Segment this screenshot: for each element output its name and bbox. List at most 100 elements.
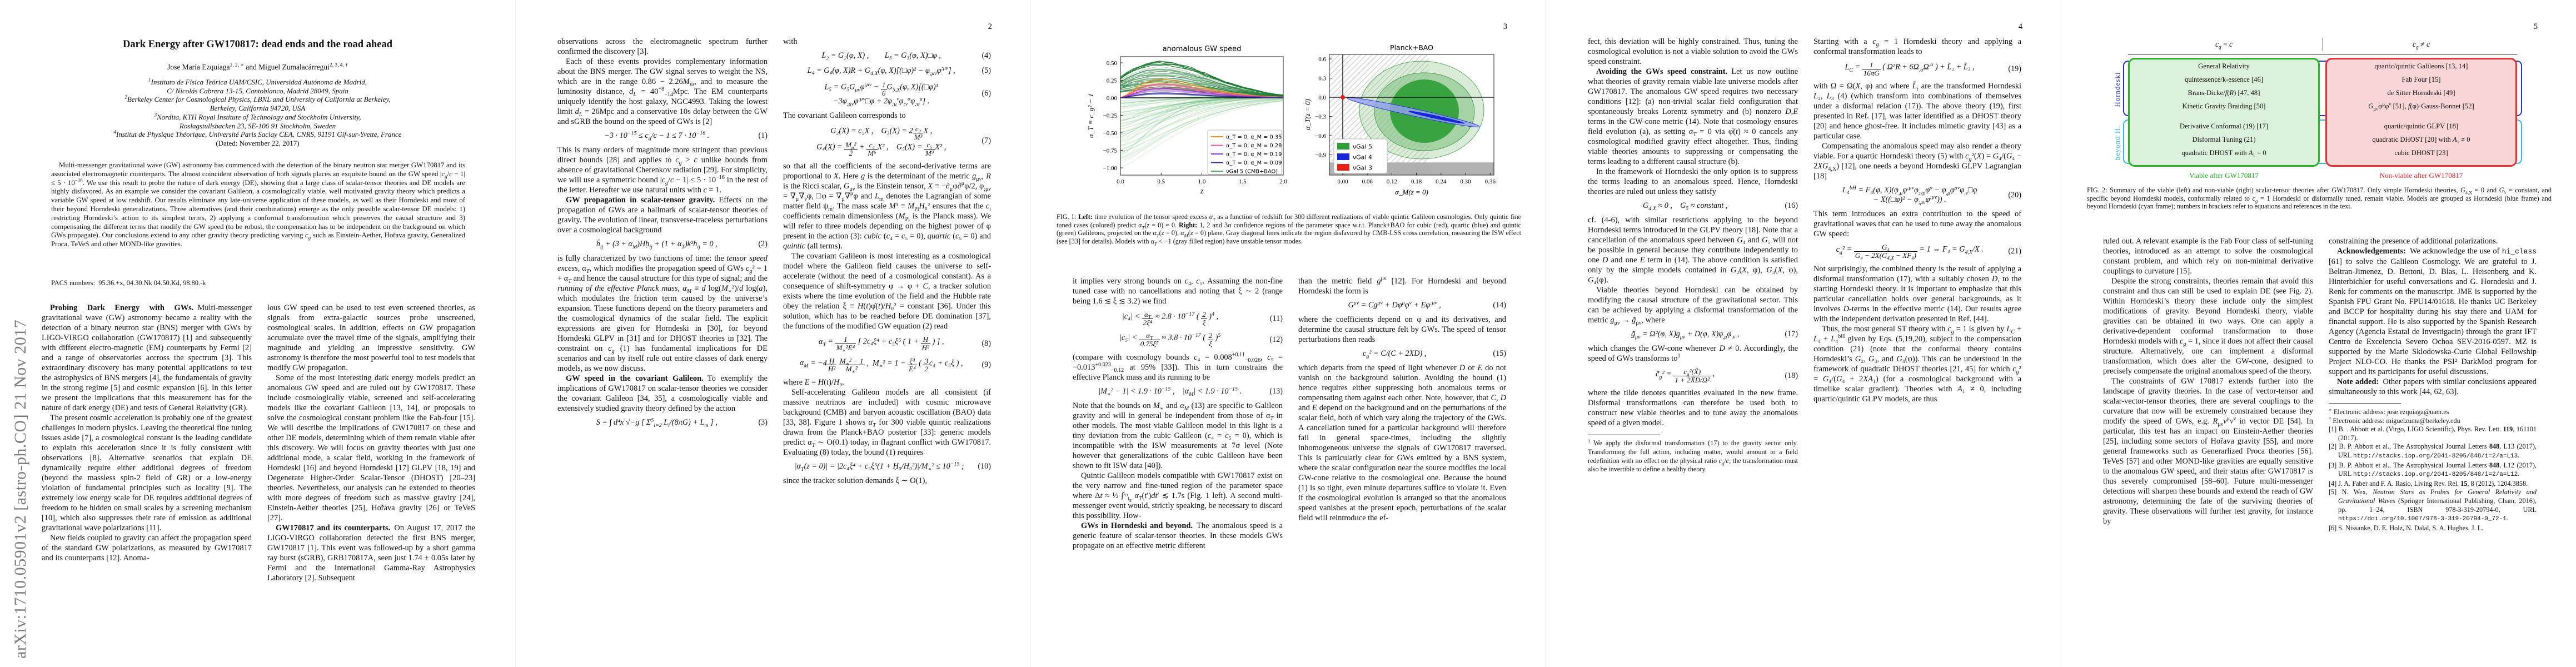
equation-body: |αT(z = 0)| = |2c₄ξ⁴ + c₅ξ⁵(1 + Ḥ₀/H₀²)|… bbox=[794, 461, 964, 472]
fig2-cell-entry: Disformal Tuning (21) bbox=[2192, 136, 2256, 143]
paragraph: Viable theories beyond Horndeski can be … bbox=[1588, 286, 1798, 326]
fig2-beyond-frame bbox=[2123, 120, 2522, 164]
page-3: 3 0.50 0.25 0.00 −0.25 −0.50 −0.75 −1.00 0.0 0.5… bbox=[1030, 0, 1546, 667]
paragraph: Quintic Galileon models compatible with … bbox=[1073, 471, 1283, 520]
abstract: Multi-messenger gravitational wave (GW) … bbox=[51, 161, 466, 248]
equation-body: αM = −4 Ḥ H² M∗² − 1 M∗² , M∗² = 1 − ξ⁴ E⁴ (… bbox=[799, 356, 963, 375]
equation-body: L₅ = G₅Gμνφ;μν − 1 6 G5,X(φ, X)[(□φ)³ −3φ;μ… bbox=[824, 81, 939, 108]
fig2-diagram: cg = c cg ≠ c General Relativity quintessen… bbox=[2103, 34, 2537, 183]
equation-number: (6) bbox=[981, 89, 991, 98]
paragraph: The covariant Galileon corresponds to bbox=[783, 111, 906, 121]
equation: c̃g² = cg²(X̃) 1 + 2X̃D/Ω² , (18) bbox=[1588, 367, 1798, 385]
footnote: ∗ Electronic address: jose.ezquiaga@uam.… bbox=[2329, 406, 2449, 416]
equation-number: (14) bbox=[1493, 301, 1506, 310]
fig1-right-xlabel: α_M(z = 0) bbox=[1395, 188, 1428, 196]
paragraph: observations across the electromagnetic … bbox=[557, 37, 768, 56]
paragraph: (compare with cosmology bounds c₄ = 0.00… bbox=[1073, 352, 1283, 382]
affiliation-line: Roslagstullsbacken 23, SE-106 91 Stockho… bbox=[179, 121, 336, 130]
svg-text:0.18: 0.18 bbox=[1411, 178, 1422, 185]
paragraph: lous GW speed can be used to test even s… bbox=[267, 303, 475, 372]
paragraph: constraining the presence of additional … bbox=[2329, 237, 2498, 246]
svg-text:νGal 5: νGal 5 bbox=[1353, 143, 1372, 151]
paragraph: fect, this deviation will be highly cons… bbox=[1588, 37, 1798, 66]
page-4: 4 fect, this deviation will be highly co… bbox=[1546, 0, 2061, 667]
svg-text:−0.9: −0.9 bbox=[1315, 152, 1326, 159]
fig2-cell-entry: Derivative Conformal (19) [17] bbox=[2179, 122, 2269, 130]
equation-body: c̃g² = cg²(X̃) 1 + 2X̃D/Ω² , bbox=[1656, 367, 1715, 384]
equation-number: (3) bbox=[758, 418, 768, 427]
svg-text:−0.25: −0.25 bbox=[1103, 113, 1118, 120]
svg-text:0.00: 0.00 bbox=[1107, 95, 1118, 102]
equation: −3 · 10−15 ≤ cg/c − 1 ≤ 7 · 10−16 . (1) bbox=[557, 130, 768, 142]
equation-number: (13) bbox=[1269, 386, 1283, 396]
equation-number: (2) bbox=[758, 240, 768, 248]
paragraph: Note added: Other papers with similar co… bbox=[2329, 377, 2537, 396]
affiliation-line: C/ Nicolás Cabrera 13-15, Cantoblanco, M… bbox=[167, 86, 348, 95]
fig2-viable-label: Viable after GW170817 bbox=[2189, 171, 2259, 180]
svg-text:νGal 3: νGal 3 bbox=[1353, 165, 1372, 172]
equation: L₄bH = F₄(φ, X)(φ,μφ;μνφ;νρφρ − φ,μφμνφ,… bbox=[1813, 185, 2021, 206]
fig2-header-cg-notequal: cg ≠ c bbox=[2413, 40, 2430, 51]
equation: ḧij + (3 + αM)Hḥij + (1 + αT)k²hij = 0 ,… bbox=[557, 238, 768, 250]
equation-number: (5) bbox=[981, 66, 991, 75]
fig2-cell-entry: cubic DHOST [23] bbox=[2394, 149, 2448, 157]
page2-left-column: observations across the electromagnetic … bbox=[557, 37, 768, 649]
paragraph: where the tilde denotes quantities evalu… bbox=[1588, 389, 1798, 428]
fig2-cell-entry: Gμνφμφν [51], f(φ)·Gauss-Bonnet [52] bbox=[2368, 101, 2474, 112]
equation-number: (4) bbox=[981, 51, 991, 60]
paragraph: New fields coupled to gravity can affect… bbox=[42, 534, 252, 563]
affiliations: 1Instituto de Física Teórica UAM/CSIC, U… bbox=[33, 77, 482, 148]
equation: |M∗² − 1| < 1.9 · 10−15 , |αM| < 1.9 · 1… bbox=[1073, 386, 1283, 397]
svg-text:0.3: 0.3 bbox=[1318, 76, 1326, 82]
equation-body: G4,X ≈ 0 , G₅ ≈ constant , bbox=[1643, 201, 1728, 212]
equation: LC = 1 16πG ( Ω²R + 6Ω,αΩ,α ) + L̃₂ + L̃₃… bbox=[1813, 60, 2021, 78]
svg-text:2.0: 2.0 bbox=[1279, 178, 1287, 185]
paragraph: than the metric field gμν [12]. For Horn… bbox=[1298, 276, 1506, 296]
page3-right-column: than the metric field gμν [12]. For Horn… bbox=[1298, 276, 1506, 649]
equation-number: (9) bbox=[981, 360, 991, 370]
fig1-left-legend bbox=[1207, 130, 1282, 175]
affiliation-line: 1Instituto de Física Teórica UAM/CSIC, U… bbox=[148, 77, 367, 86]
reference-item: [2] B. P. Abbott et al., The Astrophysic… bbox=[2329, 442, 2537, 460]
svg-text:−0.75: −0.75 bbox=[1103, 148, 1118, 155]
dateline: (Dated: November 22, 2017) bbox=[216, 138, 300, 147]
paper-title: Dark Energy after GW170817: dead ends an… bbox=[123, 39, 392, 50]
fig2-cell-entry: de Sitter Horndeski [49] bbox=[2387, 89, 2455, 97]
fig2-nonviable-box bbox=[2325, 58, 2517, 167]
equation-number: (19) bbox=[2008, 64, 2021, 73]
equation-body: Gμν = Cgμν + Dφμφν + Eφ;μν , bbox=[1348, 300, 1441, 310]
equation: |αT(z = 0)| = |2c₄ξ⁴ + c₅ξ⁵(1 + Ḥ₀/H₀²)|… bbox=[783, 461, 991, 472]
page4-right-column: Starting with a cg = 1 Horndeski theory … bbox=[1813, 37, 2021, 649]
paragraph: since the tracker solution demands ξ ∼ O… bbox=[783, 476, 928, 486]
fig1-right-ylabel: α_T(z = 0) bbox=[1303, 99, 1312, 130]
paragraph: This term introduces an extra contributi… bbox=[1813, 210, 2021, 239]
affiliation-line: 3Nordita, KTH Royal Institute of Technol… bbox=[154, 112, 361, 121]
fig2-row-label-beyond: beyond H. bbox=[2113, 125, 2121, 161]
paragraph: so that all the coefficients of the seco… bbox=[783, 162, 991, 251]
page1-left-column: Probing Dark Energy with GWs. Multi-mess… bbox=[42, 303, 252, 649]
paragraph: where E = H(t)/H₀. bbox=[783, 378, 844, 387]
svg-text:−0.6: −0.6 bbox=[1315, 133, 1326, 140]
paragraph: The constraints of GW 170817 extends fur… bbox=[2103, 377, 2313, 526]
equation-number: (20) bbox=[2008, 190, 2021, 200]
paragraph: Some of the most interesting dark energy… bbox=[267, 374, 475, 522]
svg-text:0.0: 0.0 bbox=[1318, 94, 1326, 101]
page-number: 3 bbox=[1503, 22, 1507, 31]
equation: g̃μν = Ω²(φ, X)gμν + D(φ, X)φ,μφ,ν , (17) bbox=[1588, 328, 1798, 340]
equation-body: αT = 1 M∗²E⁴ [ 2c₄ξ⁴ + c₅ξ⁵ ( 1 + Ḥ H² ) ]… bbox=[818, 335, 944, 354]
svg-text:0.12: 0.12 bbox=[1387, 178, 1397, 185]
reference-item: [6] S. Nissanke, D. E. Holz, N. Dalal, S… bbox=[2329, 524, 2484, 532]
paragraph: Starting with a cg = 1 Horndeski theory … bbox=[1813, 37, 2021, 56]
svg-text:0.00: 0.00 bbox=[1337, 178, 1348, 185]
fig2-cell-entry: General Relativity bbox=[2198, 62, 2250, 70]
equation-body: ḧij + (3 + αM)Hḥij + (1 + αT)k²hij = 0 , bbox=[596, 240, 718, 250]
fig1-left-title: anomalous GW speed bbox=[1163, 45, 1242, 53]
equation: cg² = G₄ G₄ − 2X(G4,X − XF₄) = 1 ⇔ F₄ = G… bbox=[1813, 242, 2021, 261]
arxiv-watermark: arXiv:1710.05901v2 [astro-ph.CO] 21 Nov … bbox=[11, 319, 29, 659]
paragraph: In the framework of Horndeski the only o… bbox=[1588, 167, 1798, 196]
equation: S = ∫ d⁴x √−g [ Σ5i=2 Li/(8πG) + Lm ] , (… bbox=[557, 417, 768, 429]
paragraph: This is many orders of magnitude more st… bbox=[557, 146, 768, 195]
svg-text:−0.3: −0.3 bbox=[1315, 114, 1326, 121]
